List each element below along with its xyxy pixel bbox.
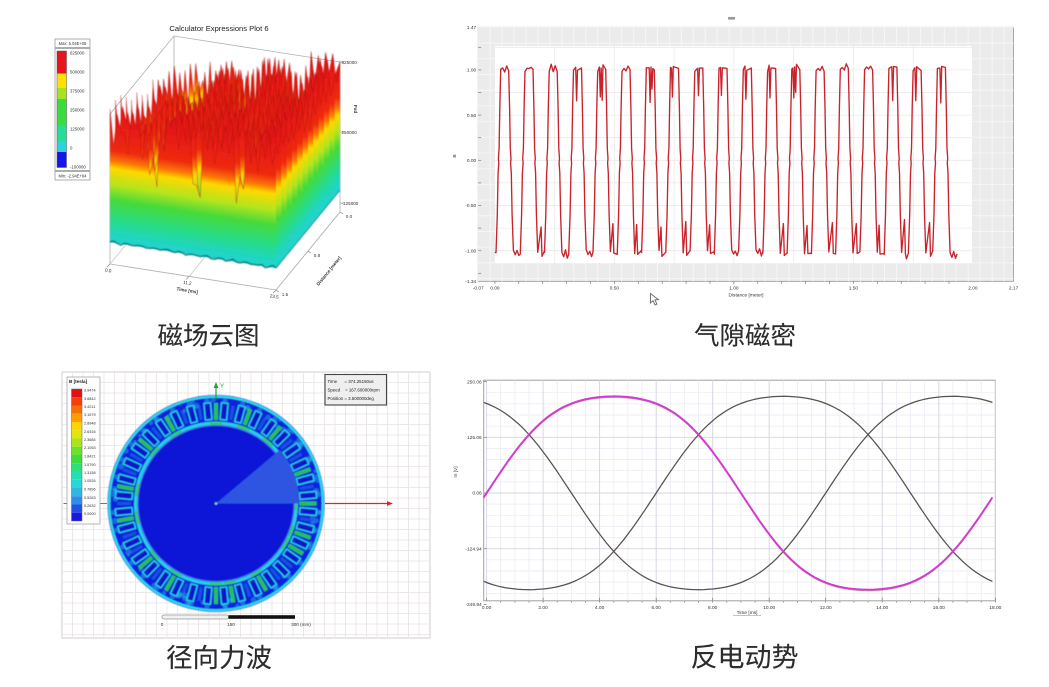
svg-text:-0.50: -0.50 [465, 203, 476, 209]
svg-text:0.00: 0.00 [467, 158, 477, 164]
svg-text:16.00: 16.00 [933, 605, 945, 611]
svg-text:Calculator Expressions Plot 6: Calculator Expressions Plot 6 [169, 24, 268, 33]
svg-text:In [V]: In [V] [453, 466, 459, 477]
svg-text:23.5: 23.5 [269, 293, 279, 299]
svg-text:Time = 374.25150us: Time = 374.25150us [328, 379, 375, 384]
svg-text:1.5790: 1.5790 [84, 463, 96, 467]
svg-text:8.00: 8.00 [708, 605, 718, 611]
svg-text:Position = 3.500000deg: Position = 3.500000deg [328, 396, 375, 401]
svg-text:500000: 500000 [70, 70, 85, 75]
svg-text:Min: -2.94E+04: Min: -2.94E+04 [59, 173, 88, 178]
svg-text:1.00: 1.00 [729, 285, 739, 291]
svg-text:2.00: 2.00 [538, 605, 548, 611]
svg-text:2.00: 2.00 [968, 285, 978, 291]
svg-text:4.00: 4.00 [595, 605, 605, 611]
svg-text:0: 0 [70, 146, 73, 151]
svg-text:1.00: 1.00 [467, 68, 477, 74]
svg-text:2.3684: 2.3684 [84, 438, 96, 442]
svg-text:Time [ms]: Time [ms] [176, 286, 199, 294]
svg-text:B: B [452, 154, 458, 157]
svg-text:0.2632: 0.2632 [84, 504, 96, 508]
svg-text:-125000: -125000 [342, 201, 359, 206]
svg-text:625000: 625000 [70, 51, 85, 56]
svg-text:Fxd: Fxd [353, 105, 358, 113]
svg-text:0.5263: 0.5263 [84, 496, 96, 500]
svg-text:125000: 125000 [70, 127, 85, 132]
svg-text:-1.00: -1.00 [465, 248, 476, 254]
svg-text:1.3158: 1.3158 [84, 471, 96, 475]
svg-text:-0.07: -0.07 [473, 285, 484, 291]
svg-text:3.4211: 3.4211 [84, 405, 95, 409]
svg-text:0.00: 0.00 [490, 285, 500, 291]
svg-text:Distance [meter]: Distance [meter] [729, 293, 764, 299]
svg-text:0.7896: 0.7896 [84, 488, 96, 492]
svg-text:625000: 625000 [342, 60, 358, 65]
svg-text:250000: 250000 [342, 130, 358, 135]
svg-text:2.1053: 2.1053 [84, 446, 96, 450]
svg-text:1.47: 1.47 [467, 25, 477, 31]
svg-text:-100000: -100000 [70, 165, 86, 170]
svg-text:1.0526: 1.0526 [84, 479, 96, 483]
svg-text:B [tesla]: B [tesla] [69, 379, 88, 384]
svg-text:0.06: 0.06 [472, 491, 482, 497]
svg-text:300 (mm): 300 (mm) [291, 622, 311, 627]
svg-text:0.8: 0.8 [314, 253, 321, 258]
svg-text:11.2: 11.2 [183, 280, 193, 286]
svg-text:Time [ms]: Time [ms] [737, 610, 758, 616]
svg-text:2.8948: 2.8948 [84, 422, 96, 426]
svg-text:0.0: 0.0 [346, 214, 353, 219]
svg-text:-249.94: -249.94 [465, 602, 482, 608]
svg-text:Speed = 167.600000rpm: Speed = 167.600000rpm [328, 388, 380, 393]
svg-text:0.50: 0.50 [610, 285, 620, 291]
svg-text:0.00: 0.00 [482, 605, 492, 611]
svg-text:375000: 375000 [70, 89, 85, 94]
svg-text:150: 150 [227, 622, 235, 627]
svg-text:Y: Y [220, 384, 224, 390]
svg-text:2.17: 2.17 [1009, 285, 1019, 291]
svg-text:0.0000: 0.0000 [84, 512, 96, 516]
svg-text:0: 0 [161, 622, 164, 627]
svg-text:1.8421: 1.8421 [84, 455, 96, 459]
svg-text:14.00: 14.00 [876, 605, 888, 611]
svg-text:0.50: 0.50 [467, 113, 477, 119]
svg-text:1.50: 1.50 [849, 285, 859, 291]
svg-text:18.00: 18.00 [989, 605, 1001, 611]
svg-text:250.06: 250.06 [467, 379, 482, 385]
svg-text:0.0: 0.0 [105, 268, 113, 274]
svg-text:3.1579: 3.1579 [84, 413, 96, 417]
svg-text:250000: 250000 [70, 108, 85, 113]
svg-text:125.06: 125.06 [467, 435, 482, 441]
svg-text:1.5: 1.5 [282, 292, 289, 297]
svg-text:Max: 5.04E+05: Max: 5.04E+05 [59, 41, 87, 46]
svg-text:6.00: 6.00 [652, 605, 662, 611]
svg-text:3.6842: 3.6842 [84, 397, 96, 401]
svg-text:-1.34: -1.34 [465, 279, 476, 285]
svg-text:10.00: 10.00 [763, 605, 775, 611]
svg-text:12.00: 12.00 [820, 605, 832, 611]
svg-text:3.9474: 3.9474 [84, 389, 96, 393]
svg-text:2.6316: 2.6316 [84, 430, 96, 434]
svg-text:-124.94: -124.94 [465, 546, 482, 552]
